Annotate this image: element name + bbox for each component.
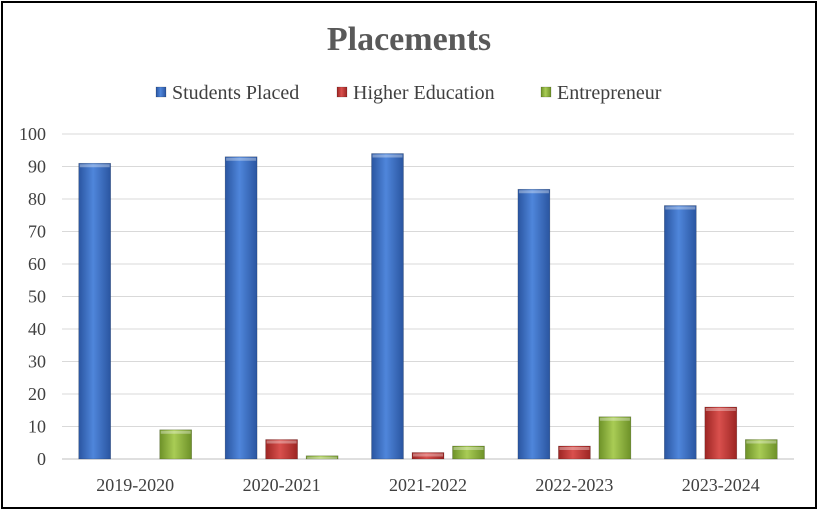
x-tick-label: 2023-2024 — [682, 475, 760, 495]
y-tick-label: 60 — [28, 254, 46, 274]
legend-label-entrepreneur: Entrepreneur — [557, 82, 662, 104]
bar-highlight — [372, 154, 403, 158]
legend: Students Placed Higher Education Entrepren… — [155, 82, 662, 104]
bar-entrepreneur — [744, 439, 778, 460]
bars — [78, 153, 778, 460]
bar-students-placed — [663, 205, 697, 460]
bar-entrepreneur — [159, 429, 192, 460]
y-tick-label: 0 — [37, 449, 46, 469]
y-tick-label: 20 — [28, 384, 46, 404]
bar-highlight — [746, 440, 777, 444]
bar-students-placed — [517, 188, 551, 460]
x-tick-label: 2019-2020 — [96, 475, 174, 495]
bar-students-placed — [78, 162, 111, 460]
bar-highlight — [453, 447, 484, 450]
x-tick-label: 2021-2022 — [389, 475, 467, 495]
bar-highlight — [266, 440, 297, 444]
x-tick-label: 2022-2023 — [535, 475, 613, 495]
bar-highlight — [413, 453, 443, 457]
x-tick-label: 2020-2021 — [243, 475, 321, 495]
y-tick-label: 70 — [28, 222, 46, 242]
bar-entrepreneur — [305, 455, 339, 460]
legend-swatch-higher-education — [336, 86, 348, 98]
bar-students-placed — [371, 153, 404, 460]
legend-swatch-entrepreneur — [540, 86, 552, 98]
bar-highlight — [599, 417, 630, 421]
bar-higher-education — [411, 452, 445, 460]
bar-highlight — [160, 430, 191, 434]
bar-highlight — [307, 456, 338, 459]
y-tick-label: 80 — [28, 189, 46, 209]
legend-swatch-students-placed — [155, 86, 167, 98]
bar-highlight — [518, 190, 549, 194]
bar-highlight — [665, 206, 696, 210]
y-axis: 0 10 20 30 40 50 60 70 80 90 100 — [19, 124, 46, 469]
bar-highlight — [226, 157, 257, 161]
legend-label-students-placed: Students Placed — [172, 82, 299, 104]
bar-highlight — [79, 164, 110, 168]
y-tick-label: 40 — [28, 319, 46, 339]
x-axis: 2019-2020 2020-2021 2021-2022 2022-2023 2023… — [96, 475, 760, 495]
bar-entrepreneur — [598, 416, 632, 460]
y-tick-label: 90 — [28, 157, 46, 177]
y-tick-label: 30 — [28, 352, 46, 372]
bar-students-placed — [224, 156, 258, 460]
bar-higher-education — [265, 439, 298, 460]
bar-higher-education — [558, 445, 591, 460]
y-tick-label: 100 — [19, 124, 46, 144]
bar-highlight — [559, 447, 590, 450]
bar-highlight — [705, 408, 736, 411]
bar-entrepreneur — [452, 445, 485, 460]
y-tick-label: 50 — [28, 287, 46, 307]
bar-higher-education — [704, 406, 738, 460]
chart-title: Placements — [327, 21, 491, 58]
y-tick-label: 10 — [28, 417, 46, 437]
legend-label-higher-education: Higher Education — [353, 82, 495, 104]
